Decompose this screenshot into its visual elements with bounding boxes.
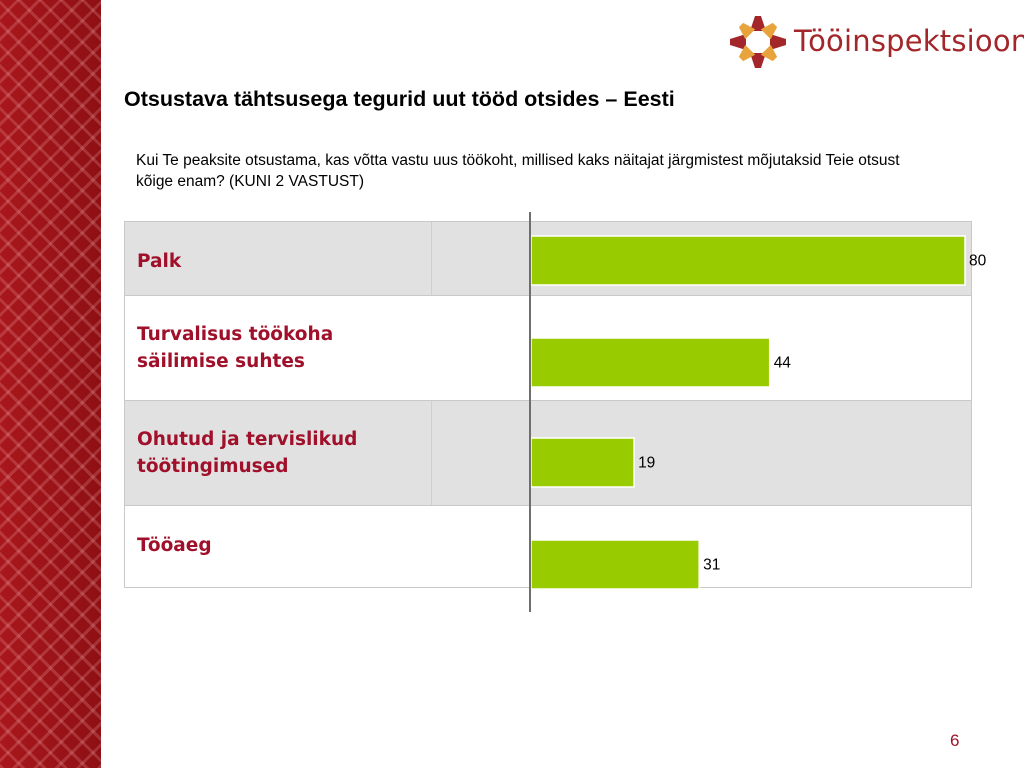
brand-logo: Tööinspektsioon xyxy=(728,14,1024,70)
table-row: Turvalisus töökoha säilimise suhtes xyxy=(125,296,971,401)
logo-text: Tööinspektsioon xyxy=(794,24,1024,58)
data-label-3: 31 xyxy=(703,557,720,574)
page-title: Otsustava tähtsusega tegurid uut tööd ot… xyxy=(124,87,675,111)
bar-0 xyxy=(530,235,966,286)
bar-3 xyxy=(530,539,700,590)
page-number: 6 xyxy=(950,731,960,750)
label-cell: Turvalisus töökoha säilimise suhtes xyxy=(125,296,432,400)
table-row: Tööaeg xyxy=(125,506,971,587)
category-label: Tööaeg xyxy=(137,535,212,556)
data-label-2: 19 xyxy=(638,455,655,472)
label-cell: Palk xyxy=(125,222,432,295)
label-cell: Ohutud ja tervislikud töötingimused xyxy=(125,401,432,505)
decorative-side-band xyxy=(0,0,101,768)
star-logo-icon xyxy=(730,16,786,68)
question-text: Kui Te peaksite otsustama, kas võtta vas… xyxy=(136,152,900,190)
bar-1 xyxy=(530,337,771,388)
bar-2 xyxy=(530,437,635,488)
category-label: Turvalisus töökoha säilimise suhtes xyxy=(137,324,334,372)
label-cell: Tööaeg xyxy=(125,506,432,587)
data-label-0: 80 xyxy=(969,253,987,270)
category-label: Ohutud ja tervislikud töötingimused xyxy=(137,429,358,477)
data-label-1: 44 xyxy=(774,355,792,372)
category-label: Palk xyxy=(137,251,182,272)
